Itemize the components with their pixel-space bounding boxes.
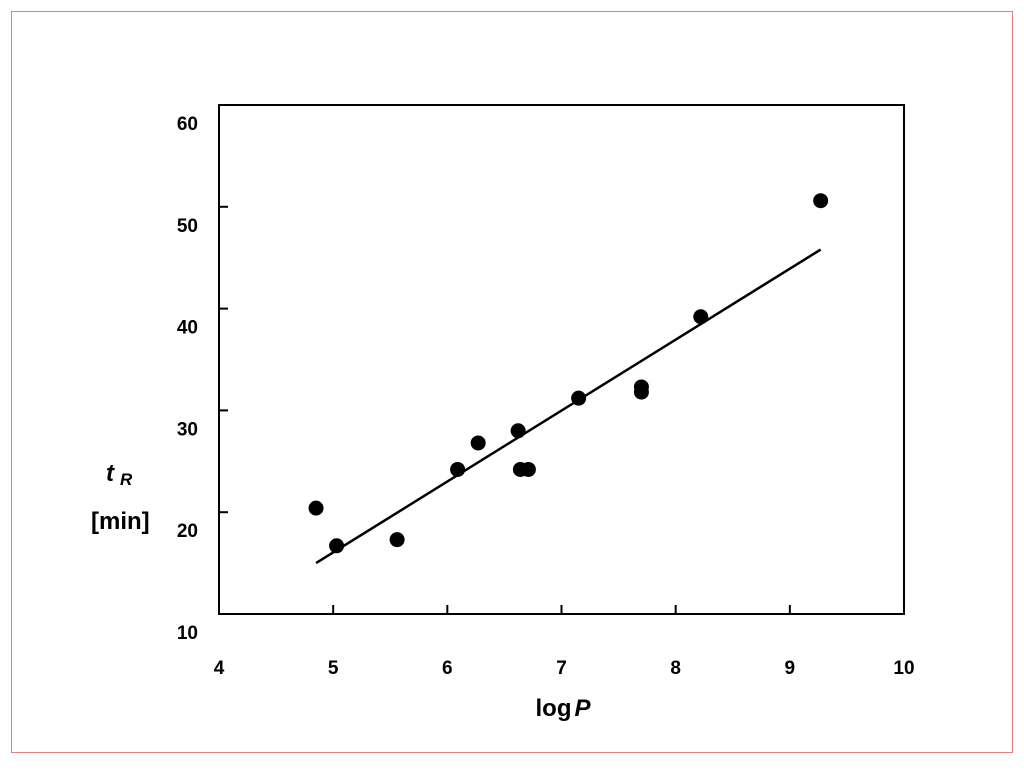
y-tick-label: 10 — [177, 623, 198, 644]
y-tick-label: 40 — [177, 318, 198, 339]
data-point — [633, 379, 649, 395]
y-tick-label: 20 — [177, 521, 198, 542]
data-point — [308, 500, 324, 516]
y-axis-title-subscript: R — [120, 470, 133, 489]
data-point — [470, 435, 486, 451]
figure-border — [11, 11, 1013, 753]
data-point — [693, 309, 709, 325]
data-point — [520, 461, 536, 477]
y-axis-title-unit: [min] — [91, 508, 150, 535]
data-point — [329, 538, 345, 554]
x-tick-label: 4 — [214, 658, 225, 679]
axes-frame — [218, 104, 905, 615]
data-point — [571, 390, 587, 406]
regression-line — [315, 248, 822, 565]
plot-area: 4 5 6 7 8 9 10 10 20 30 40 50 60 — [177, 104, 915, 679]
x-tick-label: 5 — [328, 658, 339, 679]
y-axis-tick-labels: 10 20 30 40 50 60 — [177, 114, 198, 644]
x-tick-label: 8 — [670, 658, 681, 679]
x-tick-label: 9 — [785, 658, 796, 679]
data-point — [389, 532, 405, 548]
data-point — [510, 423, 526, 439]
y-axis-title-letter: t — [106, 460, 115, 487]
y-tick-label: 50 — [177, 216, 198, 237]
y-tick-label: 60 — [177, 114, 198, 135]
data-point — [813, 193, 829, 209]
x-axis-tick-labels: 4 5 6 7 8 9 10 — [214, 658, 915, 679]
x-axis-title-main: log — [535, 695, 571, 722]
y-axis-ticks — [219, 205, 228, 514]
x-axis-ticks — [332, 605, 791, 614]
x-axis-title: log P — [535, 695, 591, 722]
y-tick-label: 30 — [177, 419, 198, 440]
x-axis-title-variable: P — [574, 695, 591, 722]
data-points — [308, 193, 829, 554]
x-tick-label: 10 — [893, 658, 914, 679]
x-tick-label: 6 — [442, 658, 453, 679]
x-tick-label: 7 — [556, 658, 567, 679]
data-point — [450, 461, 466, 477]
